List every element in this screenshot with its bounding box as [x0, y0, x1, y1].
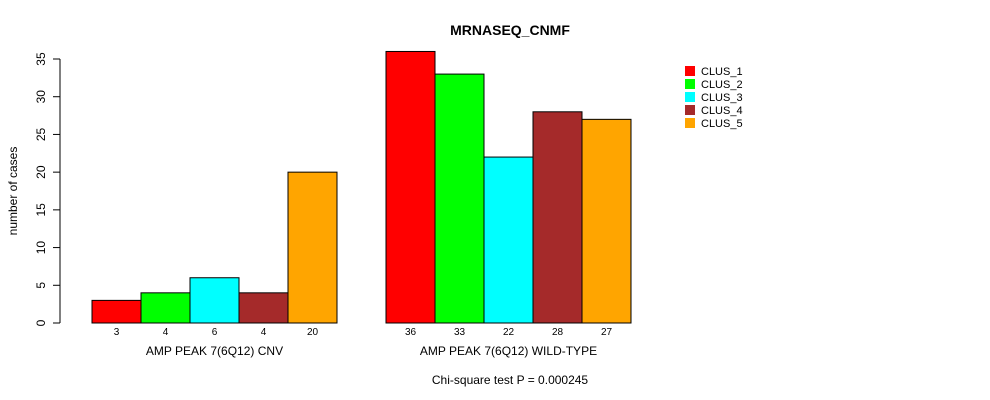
y-tick-label: 25 [34, 127, 48, 141]
bar-clus-5 [287, 171, 338, 324]
legend-label: CLUS_2 [701, 79, 743, 91]
bar-clus-2 [434, 73, 485, 324]
bar-count-label: 20 [307, 327, 319, 338]
y-tick-label: 15 [34, 203, 48, 217]
group-label: AMP PEAK 7(6Q12) WILD-TYPE [420, 344, 597, 358]
legend-label: CLUS_5 [701, 118, 743, 130]
y-tick-label: 5 [34, 282, 48, 289]
bar-count-label: 3 [114, 327, 120, 338]
legend-swatch [685, 92, 695, 102]
bars [91, 50, 632, 324]
legend-swatch [685, 79, 695, 89]
group-labels: AMP PEAK 7(6Q12) CNV AMP PEAK 7(6Q12) WIL… [146, 344, 597, 358]
bar-clus-3 [189, 277, 240, 324]
y-tick-label: 10 [34, 241, 48, 255]
legend-label: CLUS_4 [701, 105, 743, 117]
y-tick-label: 0 [34, 319, 48, 326]
bar-count-label: 27 [601, 327, 613, 338]
legend-swatch [685, 66, 695, 76]
legend-label: CLUS_3 [701, 92, 743, 104]
bar-count-label: 22 [503, 327, 515, 338]
chart-title: MRNASEQ_CNMF [450, 22, 570, 38]
bar-clus-1 [385, 50, 436, 324]
count-labels: 3 4 6 4 20 36 33 22 28 27 [114, 327, 613, 338]
y-tick-label: 35 [34, 52, 48, 66]
bar-clus-4 [238, 292, 289, 324]
bar-count-label: 6 [212, 327, 218, 338]
bar-clus-2 [140, 292, 191, 324]
bar-clus-4 [532, 111, 583, 324]
bar-count-label: 36 [405, 327, 417, 338]
legend-swatch [685, 105, 695, 115]
y-tick-label: 20 [34, 165, 48, 179]
bar-clus-5 [581, 118, 632, 324]
legend-label: CLUS_1 [701, 66, 743, 78]
bar-count-label: 4 [163, 327, 169, 338]
bar-count-label: 28 [552, 327, 564, 338]
bar-clus-1 [91, 299, 142, 324]
group-label: AMP PEAK 7(6Q12) CNV [146, 344, 283, 358]
bar-count-label: 4 [261, 327, 267, 338]
y-tick-label: 30 [34, 90, 48, 104]
bar-clus-3 [483, 156, 534, 324]
bar-count-label: 33 [454, 327, 466, 338]
y-axis: 0 5 10 15 20 25 30 35 number of cases [6, 52, 61, 326]
y-axis-title: number of cases [6, 147, 20, 236]
chi-square-footnote: Chi-square test P = 0.000245 [432, 373, 589, 387]
legend-swatch [685, 118, 695, 128]
